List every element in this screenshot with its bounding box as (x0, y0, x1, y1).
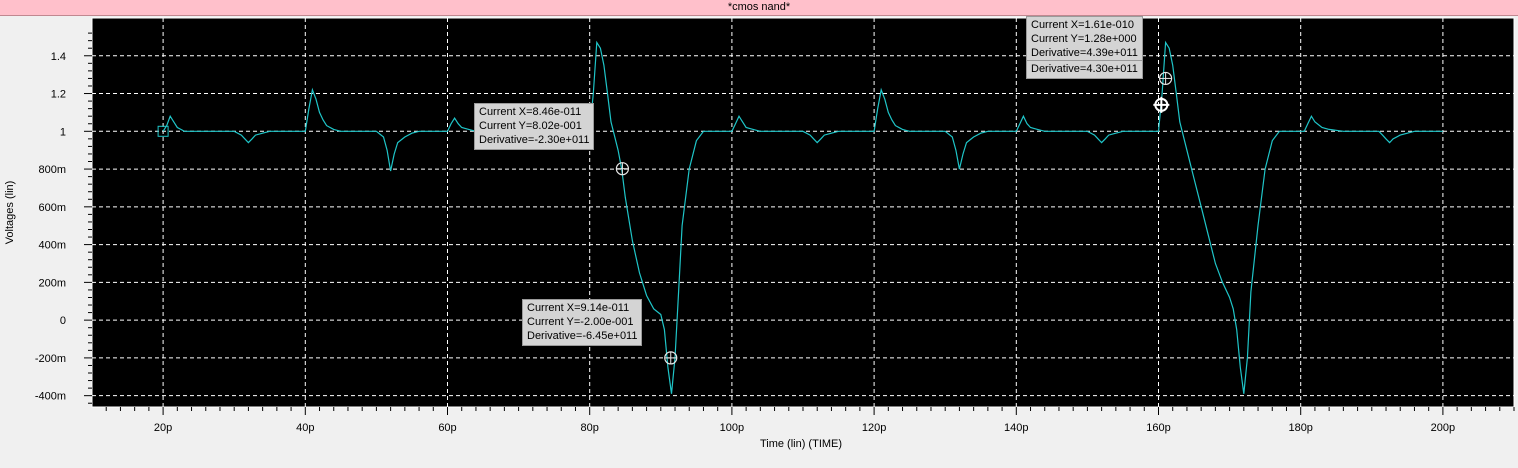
x-tick-label: 200p (1431, 422, 1455, 434)
x-tick-label: 80p (581, 422, 599, 434)
y-tick-label: 1.4 (51, 51, 66, 63)
window-title: *cmos nand* (0, 0, 1518, 16)
x-tick-label: 20p (154, 422, 172, 434)
x-tick-label: 100p (720, 422, 744, 434)
y-tick-label: 600m (38, 202, 66, 214)
y-tick-label: 800m (38, 164, 66, 176)
cursor-readout: Current X=1.61e-010 Current Y=1.28e+000 De… (1026, 16, 1143, 63)
cursor-readout: Current X=8.46e-011 Current Y=8.02e-001 De… (474, 103, 594, 150)
cursor-readout-line: Current X=9.14e-011 (527, 301, 637, 315)
waveform-plot[interactable]: 20p 40p 60p 80p 100p 120p 140p 160p 180p 200p -400… (0, 16, 1518, 468)
cursor-readout-line: Derivative=-2.30e+011 (479, 133, 589, 147)
cursor-readout-line: Current Y=8.02e-001 (479, 119, 589, 133)
x-axis-title: Time (lin) (TIME) (760, 438, 842, 450)
y-tick-label: 1.2 (51, 89, 66, 101)
x-tick-label: 120p (862, 422, 886, 434)
cursor-readout: Derivative=4.30e+011 (1026, 60, 1143, 79)
y-tick-label: 200m (38, 277, 66, 289)
cursor-readout-line: Current Y=-2.00e-001 (527, 315, 637, 329)
x-tick-label: 180p (1288, 422, 1312, 434)
cursor-readout-line: Derivative=4.39e+011 (1031, 46, 1138, 60)
cursor-readout-line: Current Y=1.28e+000 (1031, 32, 1138, 46)
y-tick-label: 1 (60, 126, 66, 138)
y-tick-label: 0 (60, 315, 66, 327)
x-tick-label: 160p (1146, 422, 1170, 434)
y-tick-label: 400m (38, 240, 66, 252)
cursor-readout-line: Derivative=-6.45e+011 (527, 329, 637, 343)
cursor-readout-line: Current X=8.46e-011 (479, 105, 589, 119)
cursor-readout-line: Current X=1.61e-010 (1031, 18, 1138, 32)
y-tick-label: -200m (35, 353, 66, 365)
cursor-readout: Current X=9.14e-011 Current Y=-2.00e-001 D… (522, 299, 642, 346)
x-tick-label: 140p (1004, 422, 1028, 434)
x-tick-label: 40p (296, 422, 314, 434)
x-tick-label: 60p (438, 422, 456, 434)
cursor-readout-line: Derivative=4.30e+011 (1031, 62, 1138, 76)
y-axis-title: Voltages (lin) (4, 181, 16, 245)
y-tick-label: -400m (35, 391, 66, 403)
